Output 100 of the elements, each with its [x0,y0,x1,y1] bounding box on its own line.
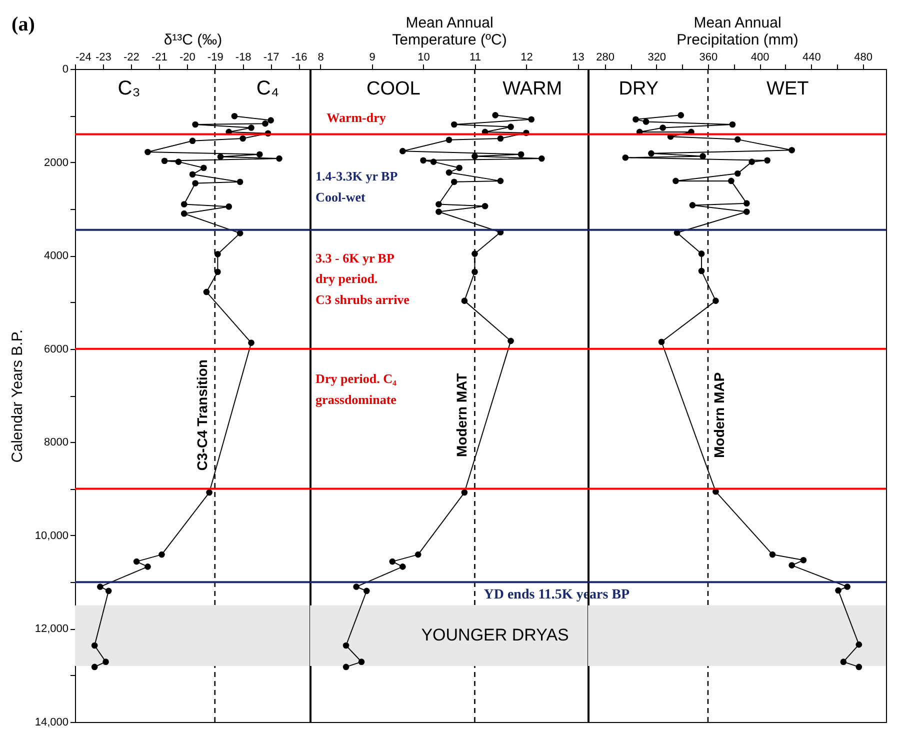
point [400,148,406,154]
point [189,171,196,178]
point [144,148,151,156]
x-tick-label: -18 [235,52,252,64]
point [456,164,462,172]
point [217,154,224,160]
annotation: 1.4-3.3K yr BP Cool-wet [316,168,398,205]
point [450,178,458,186]
x-tick-label: 11 [470,52,481,64]
point [800,556,807,564]
x-tick-label: -16 [291,52,308,64]
point [729,121,736,128]
point [363,588,370,594]
point [389,558,396,565]
point [835,587,842,594]
x-tick-label: 12 [520,52,533,64]
point [700,153,706,160]
point [482,202,488,210]
point [180,201,188,208]
point [436,208,442,215]
x-tick-label: 280 [596,52,614,64]
point [632,116,639,123]
point [538,155,545,162]
x-tick-label: 13 [572,52,584,64]
point [353,584,360,590]
point [840,658,847,665]
point [105,588,112,594]
annotation: Warm-dry [326,110,386,125]
x-tick-label: -24 [76,52,92,64]
x-tick-label: -21 [151,52,168,64]
y-tick-label: 2000 [44,156,68,169]
y-tick-label: 14,000 [34,716,68,728]
point [248,124,254,131]
point [214,268,221,276]
point [658,338,665,346]
point [133,558,140,565]
x-tick-label: -17 [263,52,280,64]
point [268,117,274,124]
point [236,178,244,186]
point [472,268,478,276]
point [508,338,514,344]
point [728,178,734,184]
annotation: Dry period. C₄ grassdominate [316,371,397,407]
x-tick-label: 400 [750,52,770,64]
x-axis-title: Mean Annual Temperature (ºC) [392,14,507,48]
text: (a) [12,14,35,36]
point [262,120,268,127]
point [240,135,246,142]
point [161,158,168,164]
point [508,124,514,130]
point [231,112,238,120]
y-tick-label: 6000 [44,343,68,356]
band-label: YOUNGER DRYAS [421,626,569,645]
x-tick-label: 10 [418,52,430,64]
annotation: C₄ [256,78,280,100]
point [856,641,862,648]
point [698,250,705,257]
point [192,121,198,128]
point [248,340,254,346]
point [660,124,666,131]
point [420,157,426,164]
y-tick-label: 4000 [44,250,68,262]
point [788,147,795,154]
x-axis-title: δ¹³C (‰) [164,32,222,48]
point [436,201,442,208]
point [689,202,696,208]
point [175,158,182,165]
annotation: WET [766,78,810,100]
x-tick-label: -22 [124,52,140,64]
point [430,158,437,165]
point [672,178,679,184]
point [446,169,452,176]
point [497,178,504,184]
annotation: DRY [618,78,659,100]
point [200,164,207,172]
point [461,489,468,496]
point [446,136,452,144]
point [678,112,684,118]
point [206,489,212,496]
point [180,210,188,217]
point [158,551,165,558]
y-axis-title: Calendar Years B.P. [8,329,26,463]
point [712,298,719,304]
ref-line-label: C3-C4 Transition [194,359,210,471]
point [642,118,650,125]
x-tick-label: -19 [207,52,224,64]
point [472,250,478,257]
point [856,664,862,670]
annotation: COOL [366,78,420,100]
point [189,138,196,144]
point [91,664,98,670]
x-tick-label: 360 [699,52,718,64]
point [472,153,478,160]
point [144,564,151,570]
point [622,154,629,161]
point [414,551,422,558]
x-tick-label: 8 [318,52,324,64]
point [461,298,468,304]
annotation: C₃ [118,78,140,100]
point [91,642,98,649]
